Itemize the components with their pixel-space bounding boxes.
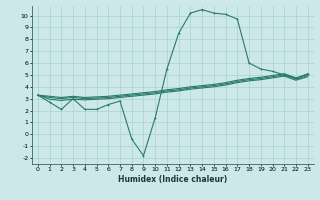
X-axis label: Humidex (Indice chaleur): Humidex (Indice chaleur)	[118, 175, 228, 184]
